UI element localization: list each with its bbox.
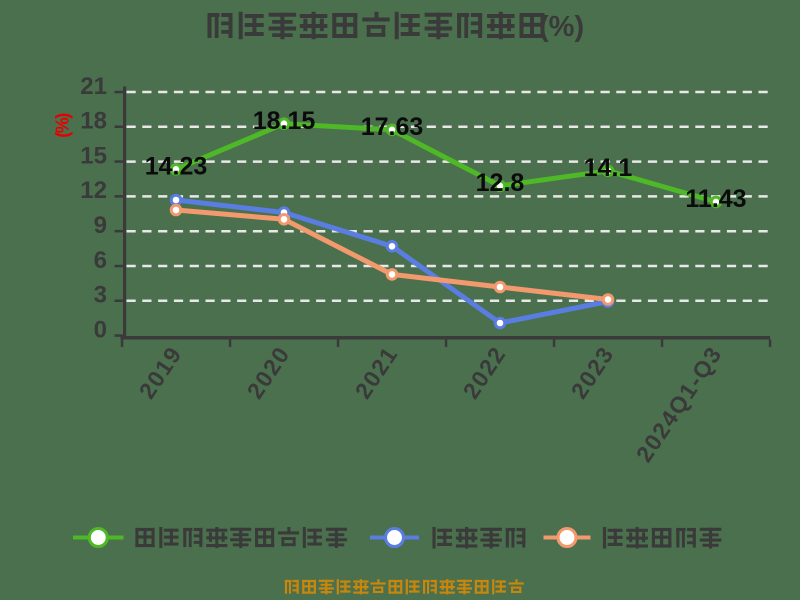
svg-text:9: 9 [94,212,107,239]
svg-text:18: 18 [80,108,107,135]
svg-text:(%): (%) [539,11,584,43]
svg-text:21: 21 [80,73,107,100]
svg-text:12.8: 12.8 [476,169,525,197]
svg-text:(%): (%) [53,113,73,138]
svg-text:11.43: 11.43 [685,185,746,213]
svg-text:14.23: 14.23 [145,152,208,180]
svg-text:14.1: 14.1 [584,154,633,182]
svg-text:0: 0 [94,316,107,343]
svg-text:18.15: 18.15 [253,107,316,135]
svg-text:12: 12 [80,177,107,204]
svg-text:3: 3 [94,282,107,309]
svg-text:17.63: 17.63 [361,113,424,141]
svg-text:15: 15 [80,142,107,169]
svg-text:6: 6 [94,247,107,274]
